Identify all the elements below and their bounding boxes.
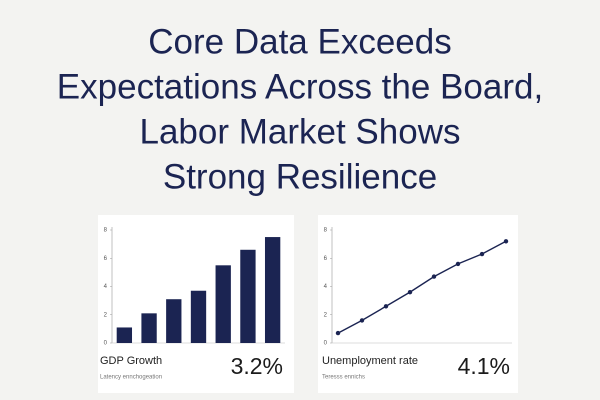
- point: [407, 289, 413, 295]
- title-line: Strong Resilience: [163, 157, 437, 196]
- bar: [166, 299, 182, 343]
- y-tick-label: 4: [104, 284, 108, 290]
- y-tick-label: 0: [324, 341, 328, 347]
- title-line: Expectations Across the Board,: [57, 67, 543, 106]
- point: [383, 304, 389, 309]
- bar: [215, 265, 231, 343]
- point: [431, 274, 437, 279]
- point: [455, 261, 461, 267]
- bar: [240, 249, 256, 343]
- y-tick-label: 4: [324, 284, 328, 290]
- y-tick-label: 8: [104, 228, 108, 234]
- bar: [190, 290, 207, 343]
- bar: [264, 237, 281, 343]
- line: [337, 240, 507, 334]
- y-tick-label: 6: [104, 256, 108, 262]
- metric-kpi: 4.1%: [458, 353, 510, 379]
- point: [359, 318, 365, 323]
- metric-kpi: 3.2%: [231, 353, 283, 379]
- title-line: Labor Market Shows: [140, 112, 461, 151]
- y-tick-label: 2: [104, 312, 108, 318]
- y-tick-label: 6: [324, 256, 328, 262]
- bar: [141, 313, 157, 343]
- bar: [116, 327, 133, 343]
- point: [479, 251, 485, 257]
- point: [335, 330, 341, 336]
- metric-name: Unemployment rate: [322, 355, 418, 367]
- point: [503, 239, 509, 244]
- y-tick-label: 2: [324, 312, 328, 318]
- metric-name: GDP Growth: [100, 355, 162, 367]
- y-tick-label: 0: [104, 341, 108, 347]
- card: [318, 215, 518, 393]
- y-tick-label: 8: [324, 228, 328, 234]
- title-line: Core Data Exceeds: [148, 22, 451, 61]
- metric-note: Teresss ennichs: [322, 375, 365, 381]
- metric-note: Latency ennchogeation: [100, 375, 162, 381]
